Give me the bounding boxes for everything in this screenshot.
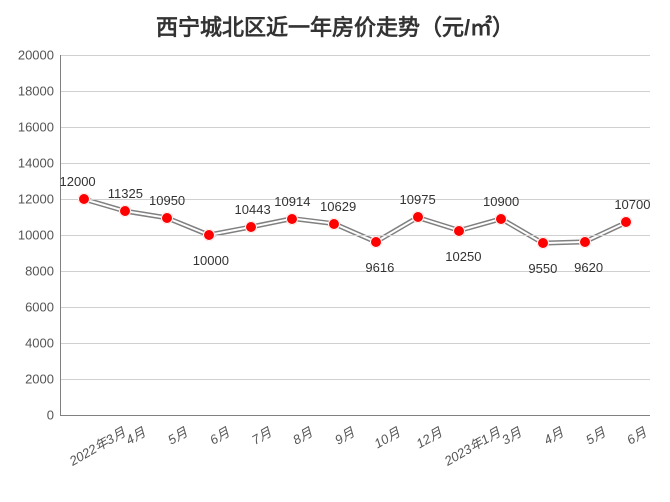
data-label: 10914 — [274, 194, 310, 209]
data-label: 10975 — [400, 192, 436, 207]
data-point — [286, 213, 298, 225]
x-tick-label: 3月 — [494, 415, 525, 448]
y-tick-label: 0 — [47, 408, 60, 423]
gridline — [60, 271, 650, 272]
data-point — [328, 218, 340, 230]
gridline — [60, 91, 650, 92]
data-point — [78, 193, 90, 205]
y-axis-line — [60, 55, 61, 415]
data-label: 12000 — [60, 174, 96, 189]
data-label: 10443 — [235, 202, 271, 217]
chart-container: 西宁城北区近一年房价走势（元/㎡） 0 2000 4000 6000 8000 10000… — [0, 0, 670, 502]
data-label: 10629 — [320, 199, 356, 214]
gridline — [60, 235, 650, 236]
data-point — [537, 237, 549, 249]
data-label: 9620 — [574, 260, 603, 275]
gridline — [60, 379, 650, 380]
data-label: 10950 — [149, 193, 185, 208]
x-tick-label: 2022年3月 — [61, 415, 128, 469]
y-tick-label: 8000 — [25, 264, 60, 279]
data-label: 10700 — [614, 197, 650, 212]
y-tick-label: 4000 — [25, 336, 60, 351]
data-point — [161, 212, 173, 224]
data-label: 10900 — [483, 194, 519, 209]
data-label: 9550 — [528, 261, 557, 276]
chart-title: 西宁城北区近一年房价走势（元/㎡） — [0, 10, 670, 42]
x-axis-line — [60, 415, 650, 416]
data-point — [370, 236, 382, 248]
y-tick-label: 16000 — [18, 120, 60, 135]
data-point — [245, 221, 257, 233]
data-point — [579, 236, 591, 248]
data-point — [453, 225, 465, 237]
data-point — [620, 216, 632, 228]
x-tick-label: 8月 — [285, 415, 316, 448]
y-tick-label: 18000 — [18, 84, 60, 99]
x-tick-label: 10月 — [366, 415, 403, 452]
data-point — [203, 229, 215, 241]
y-tick-label: 2000 — [25, 372, 60, 387]
data-label: 10000 — [193, 253, 229, 268]
y-tick-label: 20000 — [18, 48, 60, 63]
y-tick-label: 12000 — [18, 192, 60, 207]
data-point — [495, 213, 507, 225]
y-tick-label: 10000 — [18, 228, 60, 243]
data-point — [412, 211, 424, 223]
x-tick-label: 5月 — [577, 415, 608, 448]
gridline — [60, 307, 650, 308]
gridline — [60, 343, 650, 344]
x-tick-label: 7月 — [243, 415, 274, 448]
gridline — [60, 163, 650, 164]
gridline — [60, 55, 650, 56]
y-tick-label: 6000 — [25, 300, 60, 315]
data-point — [119, 205, 131, 217]
x-tick-label: 6月 — [619, 415, 650, 448]
data-label: 11325 — [108, 186, 143, 201]
x-tick-label: 4月 — [118, 415, 149, 448]
x-tick-label: 5月 — [160, 415, 191, 448]
plot-area: 0200040006000800010000120001400016000180… — [60, 55, 650, 415]
gridline — [60, 127, 650, 128]
x-tick-label: 4月 — [535, 415, 566, 448]
x-tick-label: 9月 — [327, 415, 358, 448]
x-tick-label: 2023年1月 — [437, 415, 504, 469]
x-tick-label: 6月 — [201, 415, 232, 448]
data-label: 9616 — [365, 260, 394, 275]
y-tick-label: 14000 — [18, 156, 60, 171]
data-label: 10250 — [445, 249, 481, 264]
